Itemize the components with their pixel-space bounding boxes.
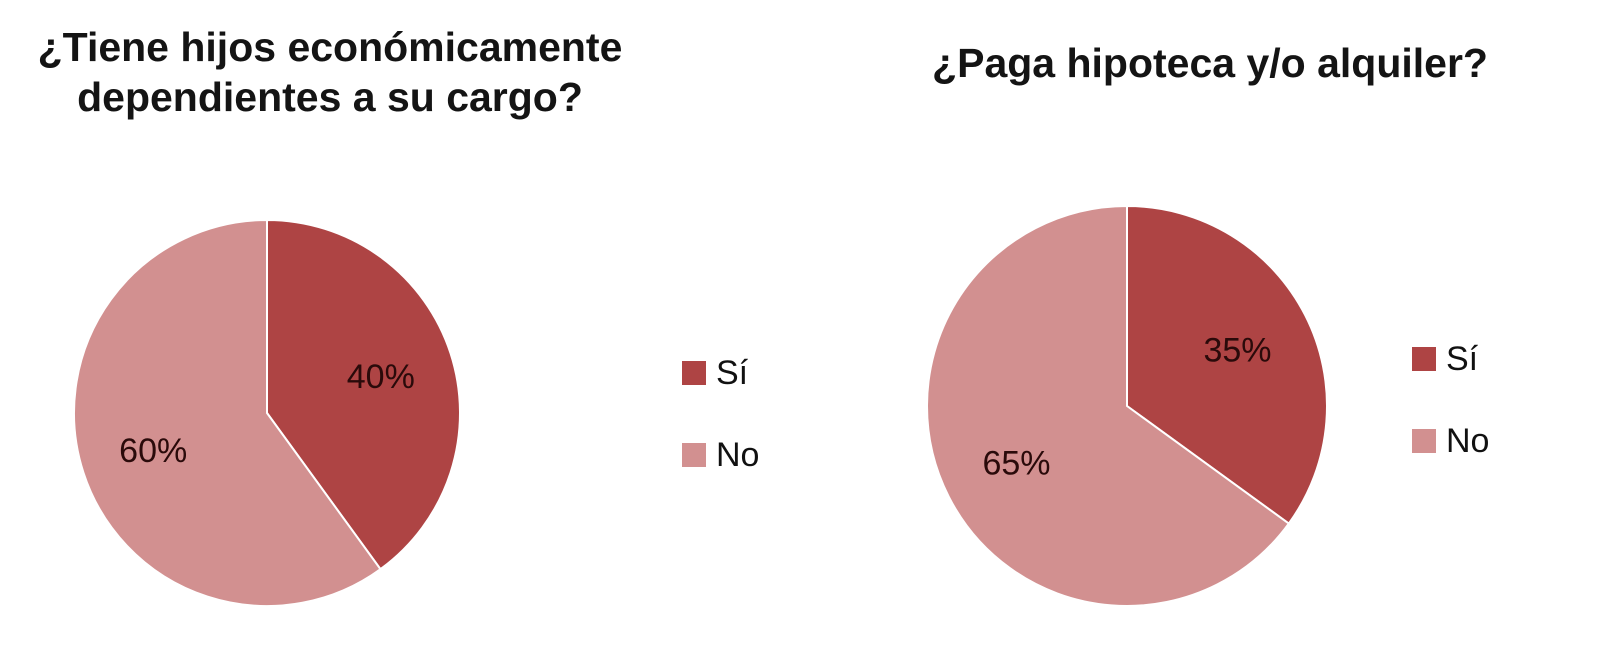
data-label: 40% [347, 358, 415, 396]
pie-slice-no [925, 204, 1291, 607]
legend-swatch-si [1412, 347, 1436, 371]
pie-slice-si [1126, 204, 1328, 525]
legend-label: No [1446, 421, 1490, 460]
legend-label: No [716, 435, 760, 474]
pie-chart-hijos: 40% 60% [73, 218, 461, 607]
legend-label: Sí [1446, 339, 1479, 378]
pie-slice-si [266, 218, 461, 571]
legend-item-si: Sí [1412, 338, 1489, 380]
legend-hipoteca: Sí No [1412, 338, 1489, 502]
chart-title-hipoteca: ¿Paga hipoteca y/o alquiler? [932, 40, 1488, 86]
pie-slice-no [73, 218, 382, 607]
data-label: 35% [1203, 332, 1271, 370]
data-label: 65% [982, 444, 1050, 482]
legend-item-no: No [682, 434, 759, 476]
legend-item-si: Sí [682, 352, 759, 394]
legend-item-no: No [1412, 420, 1489, 462]
legend-swatch-no [1412, 429, 1436, 453]
legend-swatch-no [682, 443, 706, 467]
legend-hijos: Sí No [682, 352, 759, 516]
legend-label: Sí [716, 353, 749, 392]
chart-title-hijos: ¿Tiene hijos económicamente dependientes… [37, 24, 623, 120]
data-label: 60% [119, 432, 187, 470]
legend-swatch-si [682, 361, 706, 385]
